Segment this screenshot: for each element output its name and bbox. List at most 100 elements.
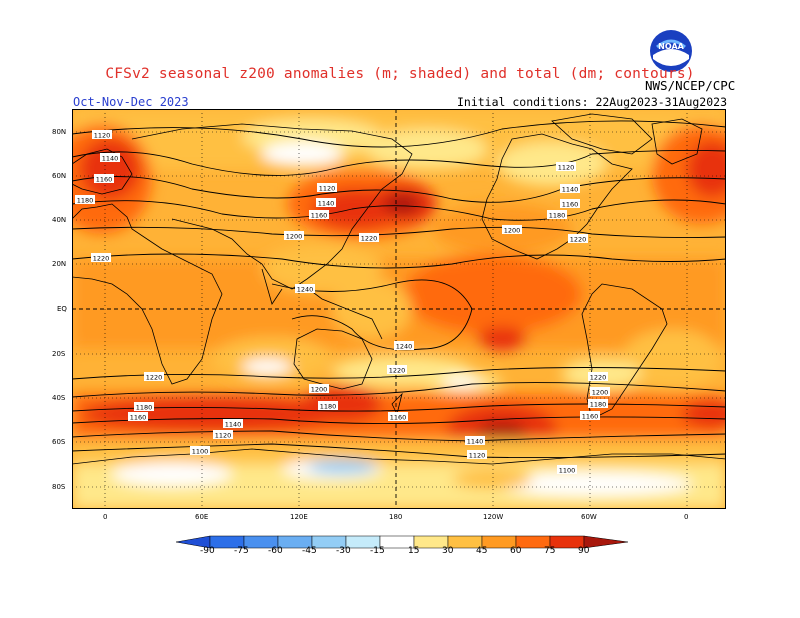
- colorbar-label: -45: [302, 546, 317, 556]
- svg-text:1220: 1220: [590, 374, 607, 382]
- svg-text:1120: 1120: [215, 432, 232, 440]
- contour-label: 1140: [100, 153, 120, 163]
- colorbar-label: 90: [578, 546, 590, 556]
- lat-label: 40S: [52, 394, 66, 402]
- contour-label: 1220: [387, 365, 407, 375]
- lon-label: 180: [389, 513, 403, 521]
- contour-label: 1160: [560, 199, 580, 209]
- contour-label: 1200: [284, 231, 304, 241]
- coastlines: [72, 113, 726, 465]
- contour-label: 1160: [94, 174, 114, 184]
- noaa-logo: NOAA: [649, 29, 693, 73]
- lon-label: 120E: [290, 513, 308, 521]
- colorbar-label: -15: [370, 546, 385, 556]
- lat-label: 60S: [52, 438, 66, 446]
- contour-label: 1240: [295, 284, 315, 294]
- lon-label: 0: [103, 513, 108, 521]
- svg-text:1220: 1220: [361, 235, 378, 243]
- contour-label: 1180: [547, 210, 567, 220]
- svg-text:1180: 1180: [77, 197, 94, 205]
- contour-label: 1200: [502, 225, 522, 235]
- svg-text:1160: 1160: [96, 176, 113, 184]
- lon-label: 60E: [195, 513, 209, 521]
- lat-label: 80S: [52, 483, 66, 491]
- svg-text:1140: 1140: [562, 186, 579, 194]
- contour-label: 1180: [75, 195, 95, 205]
- contour-label: 1240: [394, 341, 414, 351]
- lat-label: 80N: [52, 128, 67, 136]
- lon-label: 0: [684, 513, 689, 521]
- lat-label: 20S: [52, 350, 66, 358]
- svg-text:1180: 1180: [320, 403, 337, 411]
- contour-label: 1220: [144, 372, 164, 382]
- svg-text:1200: 1200: [311, 386, 328, 394]
- svg-text:1140: 1140: [225, 421, 242, 429]
- contour-label: 1120: [317, 183, 337, 193]
- colorbar-label: 15: [408, 546, 420, 556]
- svg-text:1220: 1220: [146, 374, 163, 382]
- colorbar-label: -60: [268, 546, 283, 556]
- contour-label: 1220: [91, 253, 111, 263]
- contour-label: 1140: [316, 198, 336, 208]
- lat-label: EQ: [57, 305, 67, 313]
- contour-label: 1140: [223, 419, 243, 429]
- lon-label: 60W: [581, 513, 597, 521]
- contour-label: 1180: [134, 402, 154, 412]
- contour-label: 1120: [92, 130, 112, 140]
- svg-text:1200: 1200: [504, 227, 521, 235]
- equator-dateline: [72, 109, 726, 509]
- contour-label: 1160: [580, 411, 600, 421]
- contour-label: 1220: [588, 372, 608, 382]
- contour-label: 1120: [467, 450, 487, 460]
- svg-text:1200: 1200: [592, 389, 609, 397]
- contour-label: 1140: [560, 184, 580, 194]
- svg-text:1220: 1220: [570, 236, 587, 244]
- agency-label: NWS/NCEP/CPC: [645, 78, 736, 93]
- svg-text:1240: 1240: [297, 286, 314, 294]
- colorbar-label: 75: [544, 546, 556, 556]
- svg-text:1100: 1100: [559, 467, 576, 475]
- colorbar: [175, 534, 629, 553]
- svg-text:1160: 1160: [582, 413, 599, 421]
- svg-text:1100: 1100: [192, 448, 209, 456]
- lat-label: 20N: [52, 260, 67, 268]
- svg-text:1140: 1140: [102, 155, 119, 163]
- season-label: Oct-Nov-Dec 2023: [73, 95, 189, 109]
- contour-label: 1100: [190, 446, 210, 456]
- colorbar-label: -90: [200, 546, 215, 556]
- contour-label: 1220: [568, 234, 588, 244]
- svg-text:1160: 1160: [390, 414, 407, 422]
- svg-text:1220: 1220: [93, 255, 110, 263]
- contour-labels: 1120 1140 1160 1180 1120 1140 1160 1200 …: [75, 130, 610, 475]
- contour-label: 1140: [465, 436, 485, 446]
- svg-text:1240: 1240: [396, 343, 413, 351]
- lat-label: 40N: [52, 216, 67, 224]
- contour-label: 1180: [588, 399, 608, 409]
- colorbar-label: 60: [510, 546, 522, 556]
- anomaly-shading: [72, 109, 726, 509]
- contour-label: 1220: [359, 233, 379, 243]
- svg-text:1180: 1180: [549, 212, 566, 220]
- anomaly-map: 1120 1140 1160 1180 1120 1140 1160 1200 …: [72, 109, 726, 509]
- svg-text:1120: 1120: [558, 164, 575, 172]
- contour-label: 1160: [309, 210, 329, 220]
- colorbar-label: 45: [476, 546, 488, 556]
- noaa-logo-text: NOAA: [658, 42, 684, 51]
- colorbar-label: 30: [442, 546, 454, 556]
- svg-text:1120: 1120: [469, 452, 486, 460]
- colorbar-label: -75: [234, 546, 249, 556]
- contour-label: 1120: [213, 430, 233, 440]
- contour-label: 1120: [556, 162, 576, 172]
- svg-text:1160: 1160: [311, 212, 328, 220]
- map-title: CFSv2 seasonal z200 anomalies (m; shaded…: [105, 66, 695, 82]
- svg-text:1140: 1140: [318, 200, 335, 208]
- contour-label: 1100: [557, 465, 577, 475]
- svg-text:1200: 1200: [286, 233, 303, 241]
- svg-text:1220: 1220: [389, 367, 406, 375]
- svg-text:1180: 1180: [136, 404, 153, 412]
- svg-text:1160: 1160: [562, 201, 579, 209]
- lat-label: 60N: [52, 172, 67, 180]
- colorbar-label: -30: [336, 546, 351, 556]
- svg-text:1160: 1160: [130, 414, 147, 422]
- contour-label: 1160: [388, 412, 408, 422]
